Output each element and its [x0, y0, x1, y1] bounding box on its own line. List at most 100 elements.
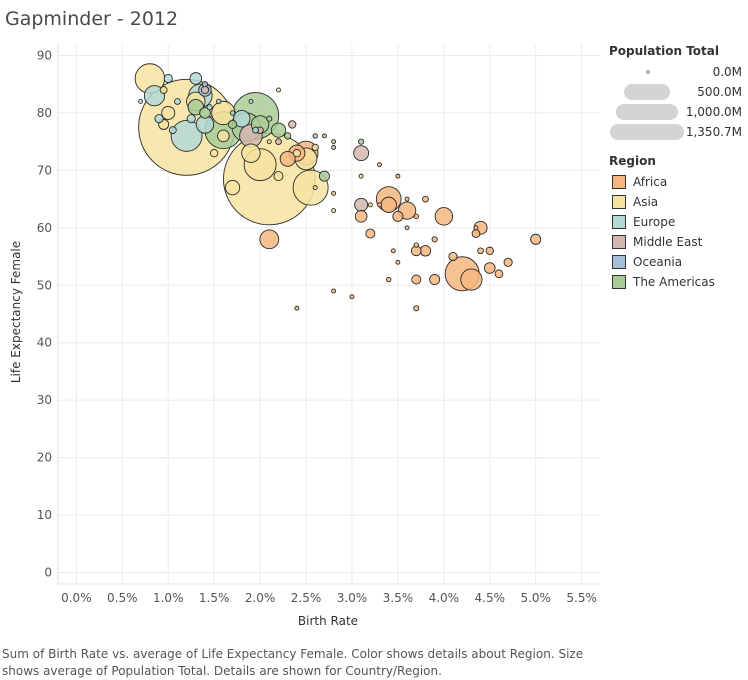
data-point[interactable] [380, 196, 397, 214]
data-point[interactable] [503, 257, 513, 267]
data-point[interactable] [138, 98, 144, 104]
data-point[interactable] [266, 139, 272, 145]
data-point[interactable] [248, 98, 254, 104]
data-point[interactable] [229, 110, 236, 116]
data-point[interactable] [292, 149, 301, 158]
data-point[interactable] [354, 197, 369, 212]
data-point[interactable] [377, 162, 382, 168]
data-point[interactable] [413, 213, 419, 220]
data-point[interactable] [431, 236, 438, 243]
data-point[interactable] [331, 190, 337, 196]
y-tick-label: 80 [37, 106, 52, 120]
data-point[interactable] [312, 133, 318, 139]
data-point[interactable] [161, 105, 176, 120]
data-point[interactable] [395, 259, 401, 265]
data-point[interactable] [392, 210, 404, 222]
data-point[interactable] [186, 114, 196, 124]
data-point[interactable] [210, 149, 219, 158]
region-legend-item[interactable]: Oceania [609, 252, 748, 272]
data-point[interactable] [377, 202, 382, 208]
data-point[interactable] [460, 268, 483, 291]
data-point[interactable] [312, 185, 318, 191]
data-point[interactable] [206, 104, 213, 111]
data-point[interactable] [353, 145, 370, 162]
data-point[interactable] [485, 246, 494, 255]
data-point[interactable] [494, 269, 504, 279]
data-point[interactable] [154, 114, 164, 124]
data-point[interactable] [365, 228, 376, 239]
data-point[interactable] [275, 138, 282, 146]
data-point[interactable] [159, 86, 168, 94]
data-point[interactable] [201, 81, 209, 88]
data-point[interactable] [241, 143, 261, 163]
data-point[interactable] [429, 274, 441, 286]
data-point[interactable] [358, 173, 364, 179]
data-point[interactable] [270, 122, 287, 138]
data-point[interactable] [413, 242, 419, 248]
data-point[interactable] [233, 109, 251, 128]
region-label: Africa [633, 175, 668, 189]
data-point[interactable] [266, 115, 273, 122]
data-point[interactable] [259, 229, 280, 250]
data-point[interactable] [473, 225, 479, 231]
data-point[interactable] [227, 119, 238, 130]
data-point[interactable] [311, 143, 319, 152]
data-point[interactable] [288, 120, 297, 129]
data-point[interactable] [530, 233, 542, 245]
region-swatch [612, 255, 626, 269]
region-legend-item[interactable]: Africa [609, 172, 748, 192]
data-point[interactable] [292, 169, 329, 206]
data-point[interactable] [189, 72, 203, 85]
data-point[interactable] [367, 202, 373, 208]
data-point[interactable] [168, 126, 177, 135]
data-points[interactable] [134, 63, 542, 312]
data-point[interactable] [422, 195, 429, 203]
data-point[interactable] [390, 248, 396, 254]
data-point[interactable] [448, 251, 458, 262]
data-point[interactable] [471, 229, 481, 238]
data-point[interactable] [358, 138, 365, 145]
data-point[interactable] [349, 294, 355, 300]
region-legend-item[interactable]: The Americas [609, 272, 748, 292]
data-point[interactable] [170, 120, 203, 152]
scatter-chart[interactable]: 0.0% 0.5% 1.0% 1.5% 2.0% 2.5% 3.0% 3.5% 4.0% 4.5%… [0, 0, 600, 640]
y-tick-label: 40 [37, 336, 52, 350]
data-point[interactable] [385, 276, 392, 283]
data-point[interactable] [284, 132, 292, 140]
data-point[interactable] [331, 139, 337, 145]
size-legend-item: 1,000.0M [609, 102, 748, 122]
data-point[interactable] [224, 180, 241, 196]
data-point[interactable] [200, 85, 210, 95]
data-point[interactable] [404, 225, 410, 231]
data-point[interactable] [354, 210, 368, 223]
data-point[interactable] [331, 288, 337, 294]
data-point[interactable] [395, 173, 401, 179]
data-point[interactable] [331, 208, 337, 214]
data-point[interactable] [143, 85, 166, 107]
region-legend-item[interactable]: Asia [609, 192, 748, 212]
data-point[interactable] [216, 98, 222, 105]
data-point[interactable] [483, 262, 496, 274]
data-point[interactable] [279, 150, 296, 167]
data-point[interactable] [174, 98, 181, 105]
data-point[interactable] [163, 73, 173, 84]
data-point[interactable] [252, 126, 259, 134]
data-point[interactable] [404, 196, 410, 202]
data-point[interactable] [276, 87, 281, 93]
data-point[interactable] [273, 171, 284, 182]
data-point[interactable] [331, 144, 337, 150]
data-point[interactable] [477, 247, 484, 255]
data-point[interactable] [411, 274, 422, 285]
data-point[interactable] [321, 133, 327, 139]
y-tick-label: 30 [37, 393, 52, 407]
data-point[interactable] [294, 305, 300, 311]
data-point[interactable] [199, 107, 211, 119]
region-legend-item[interactable]: Europe [609, 212, 748, 232]
region-legend-item[interactable]: Middle East [609, 232, 748, 252]
data-point[interactable] [318, 170, 330, 182]
region-legend[interactable]: Africa Asia Europe Middle East Oceania The Am… [609, 172, 748, 292]
data-point[interactable] [413, 305, 420, 312]
data-point[interactable] [434, 207, 454, 226]
data-point[interactable] [217, 129, 230, 143]
data-point[interactable] [419, 245, 432, 257]
